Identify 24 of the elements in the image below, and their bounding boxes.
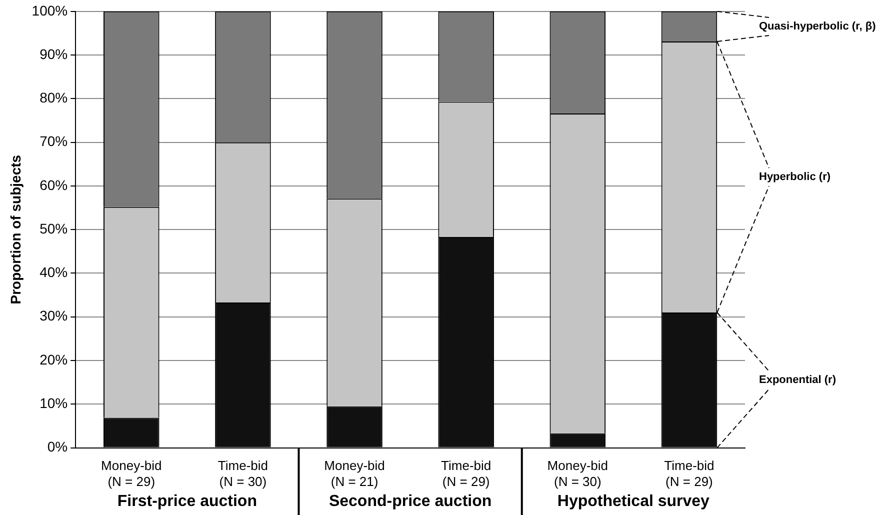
text: Hypothetical survey (557, 493, 710, 510)
x-tick-label: Money-bid (N = 21) (324, 458, 385, 489)
y-axis-title: Proportion of subjects (7, 154, 24, 304)
text: Hyperbolic (r) (759, 171, 831, 184)
text: First-price auction (117, 493, 257, 510)
y-tick-label: 90% (40, 46, 68, 62)
x-tick-label: Time-bid (N = 29) (441, 458, 492, 489)
y-tick-label: 40% (40, 264, 68, 280)
y-tick-label: 50% (40, 220, 68, 236)
y-tick-label: 60% (40, 176, 68, 193)
x-tick-label: Time-bid (N = 29) (664, 458, 714, 489)
y-tick-label: 100% (32, 2, 68, 18)
y-tick-label: 0% (47, 438, 68, 455)
x-tick-label: Time-bid (N = 30) (218, 458, 268, 489)
y-tick-label: 70% (40, 133, 68, 150)
text: Exponential (r) (759, 374, 836, 386)
text: Quasi-hyperbolic (r, β) (759, 20, 876, 32)
y-tick-label: 10% (40, 395, 68, 412)
text: Second-price auction (328, 493, 492, 510)
y-tick-label: 20% (40, 351, 68, 368)
y-tick-label: 80% (40, 90, 68, 106)
x-tick-label: Money-bid (N = 30) (547, 458, 608, 489)
x-tick-label: Money-bid (N = 29) (101, 458, 162, 489)
y-tick-label: 30% (40, 308, 68, 324)
